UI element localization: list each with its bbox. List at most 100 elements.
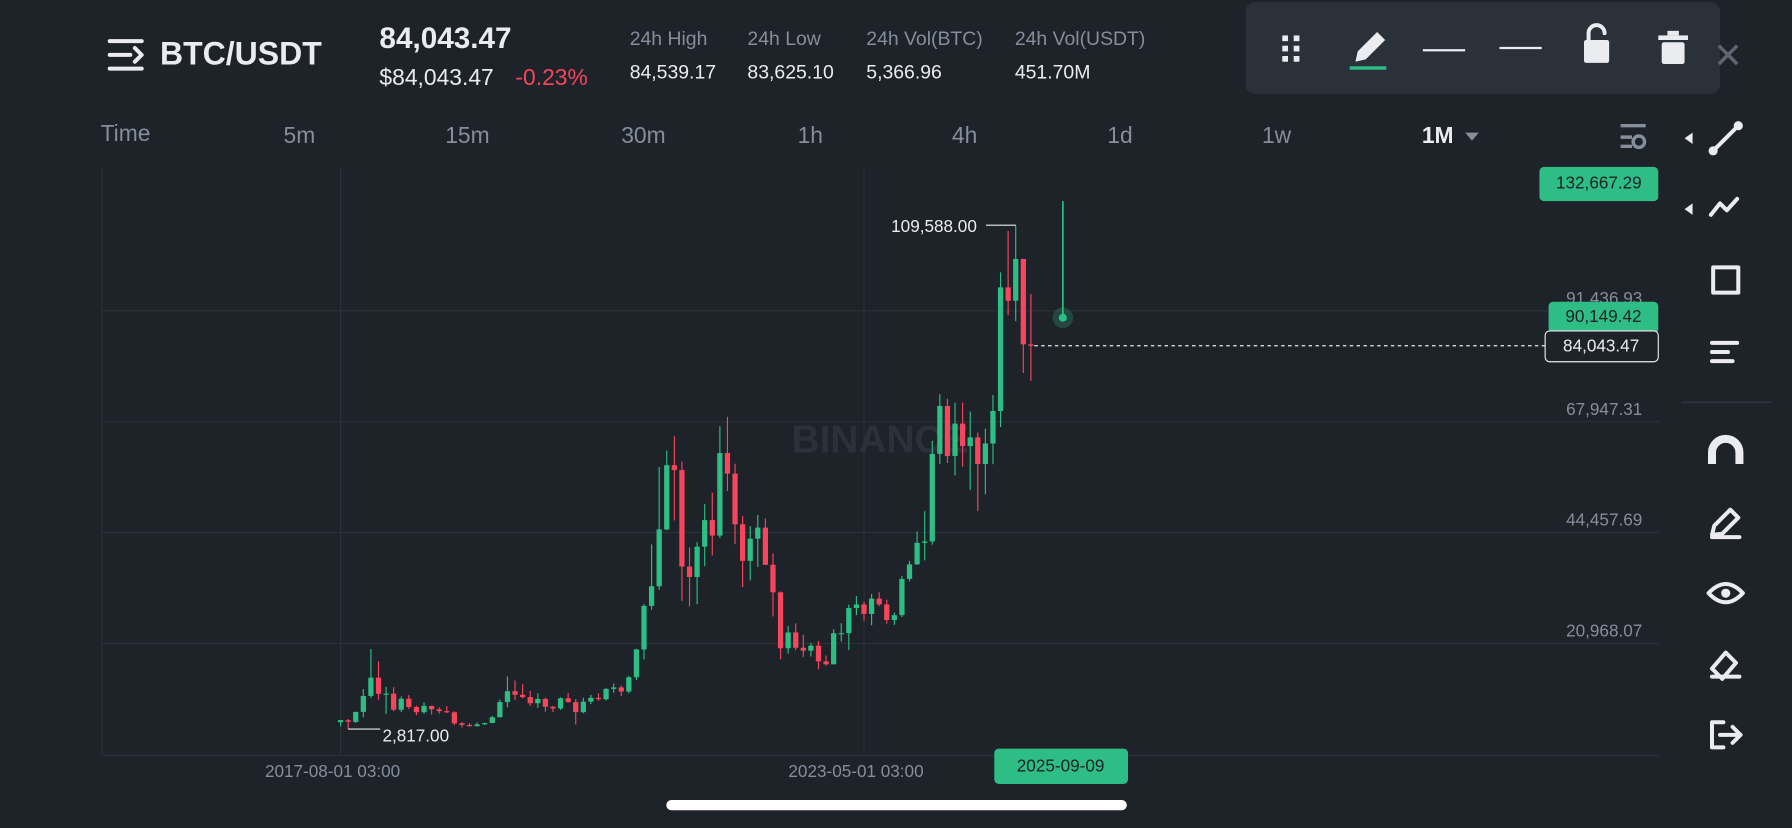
candle-body <box>755 527 761 539</box>
dropdown-arrow[interactable] <box>1465 132 1479 141</box>
close-icon[interactable] <box>1717 44 1739 66</box>
y-tick-label: 67,947.31 <box>1566 399 1642 419</box>
timeframe-tabs: 5m 15m 30m 1h 4h 1d 1w 1M <box>284 122 1454 148</box>
candle-body <box>975 437 981 465</box>
position-tool[interactable] <box>1710 340 1740 364</box>
timeframe-tab[interactable]: 1w <box>1262 122 1292 148</box>
candle-body <box>535 698 541 704</box>
candle-body <box>846 608 852 634</box>
timeframe-tab[interactable]: 15m <box>445 122 489 148</box>
candle-body <box>504 691 511 703</box>
high-marker-label: 109,588.00 <box>891 216 977 236</box>
draw-mode-tool[interactable] <box>1710 507 1742 540</box>
candle-body <box>641 605 647 650</box>
candle-body <box>982 443 989 465</box>
x-tick-label: 2023-05-01 03:00 <box>788 761 923 781</box>
lock-icon[interactable] <box>1584 23 1610 63</box>
trendline-tool[interactable] <box>1708 121 1743 156</box>
plot: 20,968.0744,457.6967,947.3191,436.932017… <box>101 168 1660 781</box>
candle-body <box>398 698 404 710</box>
candle-body <box>884 604 890 620</box>
candle-body <box>762 527 769 565</box>
candle-body <box>732 473 738 525</box>
candle-body <box>618 687 624 692</box>
candle-body <box>375 677 382 694</box>
rect-tool[interactable] <box>1711 265 1741 295</box>
drawing-date-label: 2025-09-09 <box>1017 755 1105 775</box>
candle-body <box>451 712 457 724</box>
visibility-tool[interactable] <box>1706 582 1745 605</box>
timeframe-tab[interactable]: 1h <box>798 122 823 148</box>
pencil-icon[interactable] <box>1349 32 1387 70</box>
candle-body <box>861 604 867 614</box>
candle-body <box>853 604 860 609</box>
change: -0.23% <box>515 64 587 90</box>
drawing-top-box <box>1539 166 1659 202</box>
timeframe-tab[interactable]: 5m <box>284 122 316 148</box>
side-toolbar <box>1681 121 1772 750</box>
candle-body <box>1005 287 1011 301</box>
candle-body <box>542 698 549 707</box>
time-tab[interactable]: Time <box>101 120 151 146</box>
settings-icon[interactable] <box>1620 124 1647 150</box>
delete-icon[interactable] <box>1658 30 1688 64</box>
candle-body <box>937 405 943 454</box>
candle-body <box>671 465 677 471</box>
candle-body <box>990 411 996 444</box>
menu-icon[interactable] <box>107 39 144 71</box>
timeframe-tab[interactable]: 30m <box>621 122 665 148</box>
candle-body <box>1020 258 1026 345</box>
candle-body <box>891 615 897 620</box>
fib-tool[interactable] <box>1708 196 1740 217</box>
candle-body <box>626 677 632 692</box>
candle-body <box>944 405 951 457</box>
drawing-handle[interactable] <box>1058 313 1067 322</box>
candle-body <box>777 592 784 649</box>
expand-arrow[interactable] <box>1684 203 1693 215</box>
candle-body <box>959 423 966 447</box>
candle-body <box>353 711 359 722</box>
overlay: 109,588.00 2,817.00 84,043.47 <box>348 216 1659 746</box>
candle-body <box>345 720 351 722</box>
timeframe-tab[interactable]: 1M <box>1422 122 1454 148</box>
drawing-point-label: 90,149.42 <box>1565 306 1641 326</box>
last-price-box <box>1544 330 1659 363</box>
eraser-tool[interactable] <box>1710 650 1742 681</box>
pair[interactable]: BTC/USDT <box>160 35 322 71</box>
timeframe-tab[interactable]: 4h <box>952 122 977 148</box>
candle-body <box>967 437 973 447</box>
candle-body <box>868 598 875 614</box>
last-price-label: 84,043.47 <box>1563 335 1639 355</box>
candle-body <box>997 287 1004 412</box>
y-tick-label: 20,968.07 <box>1566 621 1642 641</box>
candle-body <box>906 564 913 579</box>
candle-body <box>686 566 693 577</box>
candle-body <box>914 542 920 565</box>
candle-body <box>512 691 518 695</box>
candle-body <box>436 709 442 712</box>
candle-body <box>383 693 389 695</box>
exit-tool[interactable] <box>1710 720 1743 750</box>
candle-body <box>1028 344 1034 346</box>
candle-body <box>770 564 776 593</box>
drawing-date-box <box>994 748 1128 784</box>
drag-icon[interactable] <box>1282 35 1300 62</box>
candle-body <box>368 677 374 696</box>
timeframe-tab[interactable]: 1d <box>1107 122 1132 148</box>
candle-body <box>527 697 533 704</box>
expand-arrow[interactable] <box>1684 132 1693 144</box>
candle-body <box>565 698 571 703</box>
candle-body <box>557 698 564 709</box>
candle-body <box>497 702 503 718</box>
candle-body <box>702 520 708 547</box>
candle-body <box>588 697 594 702</box>
candle-body <box>482 723 488 725</box>
candle-body <box>747 538 753 561</box>
magnet-tool[interactable] <box>1708 434 1744 464</box>
candle-body <box>520 694 526 698</box>
candle-body <box>360 695 366 712</box>
candle-body <box>823 661 829 665</box>
fiat-price: $84,043.47 <box>379 64 493 90</box>
candle-body <box>611 687 617 689</box>
candle-body <box>550 706 556 709</box>
